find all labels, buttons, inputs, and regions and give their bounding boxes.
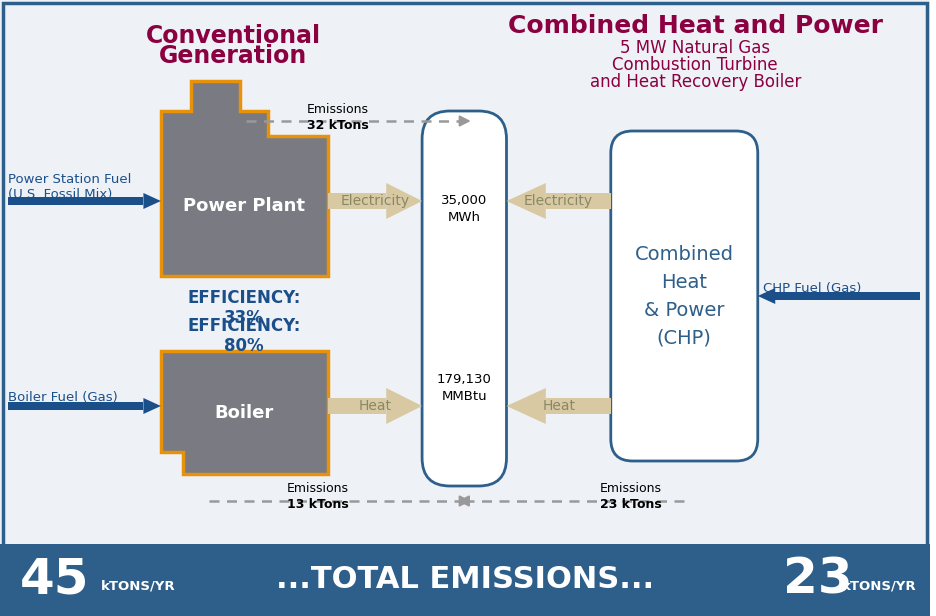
Bar <box>546 398 611 414</box>
Polygon shape <box>460 116 469 126</box>
Text: ...TOTAL EMISSIONS...: ...TOTAL EMISSIONS... <box>276 565 654 594</box>
Text: Generation: Generation <box>159 44 308 68</box>
Polygon shape <box>460 496 469 506</box>
Polygon shape <box>387 183 422 219</box>
Polygon shape <box>506 183 546 219</box>
Polygon shape <box>143 193 161 209</box>
Bar <box>7 197 143 205</box>
Bar <box>775 293 920 299</box>
Text: EFFICIENCY:: EFFICIENCY: <box>187 289 301 307</box>
Text: Electricity: Electricity <box>341 194 409 208</box>
Text: 23 kTons: 23 kTons <box>600 498 662 511</box>
Text: Combined
Heat
& Power
(CHP): Combined Heat & Power (CHP) <box>635 245 734 347</box>
Text: kTONS/YR: kTONS/YR <box>101 580 176 593</box>
Text: 179,130
MMBtu: 179,130 MMBtu <box>437 373 491 403</box>
Text: 35,000
MWh: 35,000 MWh <box>441 193 488 224</box>
Text: 13 kTons: 13 kTons <box>287 498 349 511</box>
Text: Emissions: Emissions <box>286 482 349 495</box>
Text: 33%: 33% <box>225 309 264 327</box>
Text: Heat: Heat <box>358 399 391 413</box>
Text: (U.S. Fossil Mix): (U.S. Fossil Mix) <box>7 187 112 200</box>
Polygon shape <box>460 496 469 506</box>
Text: Emissions: Emissions <box>307 102 369 116</box>
Bar <box>7 402 143 410</box>
Bar <box>328 398 387 414</box>
Text: 5 MW Natural Gas: 5 MW Natural Gas <box>621 39 770 57</box>
Text: Emissions: Emissions <box>600 482 662 495</box>
Text: Boiler Fuel (Gas): Boiler Fuel (Gas) <box>7 392 118 405</box>
Polygon shape <box>161 351 328 474</box>
Text: CHP Fuel (Gas): CHP Fuel (Gas) <box>763 282 861 294</box>
Text: and Heat Recovery Boiler: and Heat Recovery Boiler <box>590 73 801 91</box>
Text: Boiler: Boiler <box>214 403 274 421</box>
Text: Heat: Heat <box>542 399 575 413</box>
FancyBboxPatch shape <box>422 111 506 486</box>
Text: Conventional: Conventional <box>146 24 321 48</box>
Text: Power Station Fuel: Power Station Fuel <box>7 172 131 185</box>
Text: 32 kTons: 32 kTons <box>307 118 369 131</box>
Text: 80%: 80% <box>225 337 264 355</box>
Text: Combined Heat and Power: Combined Heat and Power <box>507 14 883 38</box>
Text: EFFICIENCY:: EFFICIENCY: <box>187 317 301 335</box>
Polygon shape <box>758 288 775 304</box>
Bar <box>0 544 929 616</box>
Polygon shape <box>506 388 546 424</box>
FancyBboxPatch shape <box>611 131 758 461</box>
Text: Combustion Turbine: Combustion Turbine <box>612 56 778 74</box>
Bar <box>546 193 611 209</box>
Polygon shape <box>387 388 422 424</box>
Text: Electricity: Electricity <box>524 194 593 208</box>
Text: 23: 23 <box>782 556 852 604</box>
Text: kTONS/YR: kTONS/YR <box>842 580 916 593</box>
Text: Power Plant: Power Plant <box>183 197 305 215</box>
Text: 45: 45 <box>20 556 89 604</box>
Polygon shape <box>161 81 328 276</box>
Polygon shape <box>143 398 161 414</box>
Bar <box>328 193 387 209</box>
